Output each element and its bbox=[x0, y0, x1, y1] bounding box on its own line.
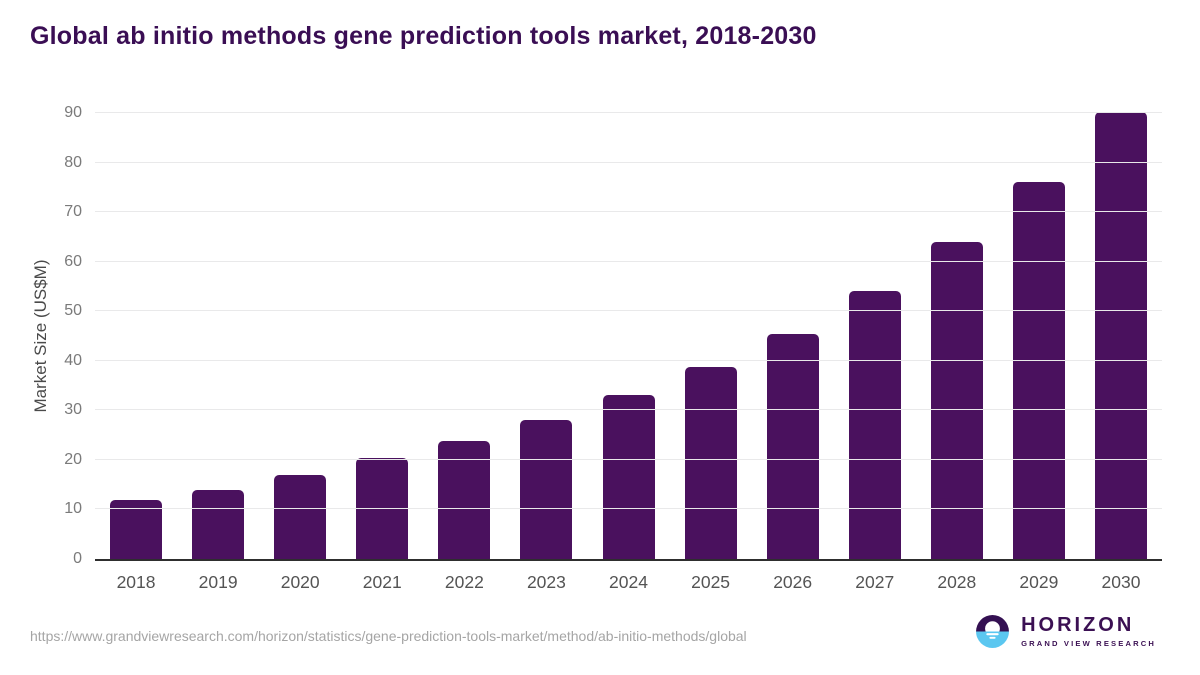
bar-2026[interactable] bbox=[766, 333, 819, 559]
bar-cell-2020 bbox=[259, 113, 341, 559]
bar-2023[interactable] bbox=[520, 420, 573, 559]
bar-cell-2018 bbox=[95, 113, 177, 559]
y-tick-label-20: 20 bbox=[64, 450, 82, 468]
bar-cell-2021 bbox=[341, 113, 423, 559]
y-tick-label-40: 40 bbox=[64, 351, 82, 369]
bar-2019[interactable] bbox=[192, 489, 245, 559]
gridline-50 bbox=[95, 310, 1162, 312]
source-url: https://www.grandviewresearch.com/horizo… bbox=[30, 628, 747, 644]
gridline-90 bbox=[95, 112, 1162, 113]
x-tick-label-2028: 2028 bbox=[937, 572, 977, 592]
y-tick-label-60: 60 bbox=[64, 252, 82, 270]
x-tick-label-2022: 2022 bbox=[444, 572, 484, 592]
logo-subtext: GRAND VIEW RESEARCH bbox=[1021, 639, 1156, 648]
logo-wordmark: HORIZON bbox=[1021, 614, 1135, 636]
bar-cell-2022 bbox=[423, 113, 505, 559]
chart-title: Global ab initio methods gene prediction… bbox=[30, 22, 817, 50]
gridline-30 bbox=[95, 409, 1162, 411]
bar-2028[interactable] bbox=[930, 242, 983, 559]
gridline-80 bbox=[95, 161, 1162, 163]
bar-2027[interactable] bbox=[848, 290, 901, 559]
y-tick-label-70: 70 bbox=[64, 203, 82, 221]
plot-area: 2018 2019 2020 2021 2022 2023 2024 2025 2026 2027… bbox=[64, 105, 1162, 592]
x-axis-line bbox=[95, 559, 1162, 561]
x-axis-labels: 2018 2019 2020 2021 2022 2023 2024 2025 2026 2027… bbox=[95, 572, 1162, 593]
x-tick-label-2018: 2018 bbox=[116, 572, 156, 592]
bar-cell-2019 bbox=[177, 113, 259, 559]
logo-text: HORIZON GRAND VIEW RESEARCH bbox=[1021, 615, 1156, 648]
y-tick-label-0: 0 bbox=[73, 550, 82, 567]
x-tick-label-2019: 2019 bbox=[198, 572, 238, 592]
bar-cell-2027 bbox=[834, 113, 916, 559]
x-tick-label-2030: 2030 bbox=[1101, 572, 1141, 592]
bar-2018[interactable] bbox=[110, 499, 163, 559]
x-tick-label-2021: 2021 bbox=[362, 572, 402, 592]
bar-2030[interactable] bbox=[1094, 111, 1147, 559]
bar-cell-2025 bbox=[670, 113, 752, 559]
y-tick-label-50: 50 bbox=[64, 302, 82, 320]
bar-cell-2029 bbox=[998, 113, 1080, 559]
bar-cell-2023 bbox=[505, 113, 587, 559]
gridline-40 bbox=[95, 359, 1162, 361]
bars-row bbox=[95, 111, 1162, 559]
y-axis-title: Market Size (US$M) bbox=[31, 259, 50, 413]
y-tick-label-90: 90 bbox=[64, 104, 82, 121]
y-tick-label-10: 10 bbox=[64, 500, 82, 518]
x-tick-label-2029: 2029 bbox=[1019, 572, 1059, 592]
bar-cell-2026 bbox=[752, 113, 834, 559]
gridline-70 bbox=[95, 211, 1162, 213]
bar-2020[interactable] bbox=[274, 474, 327, 559]
horizon-sun-icon bbox=[976, 615, 1010, 648]
x-tick-label-2027: 2027 bbox=[855, 572, 895, 592]
x-tick-label-2024: 2024 bbox=[609, 572, 648, 592]
bar-cell-2024 bbox=[587, 113, 669, 559]
bar-2022[interactable] bbox=[438, 440, 491, 559]
horizon-logo: HORIZON GRAND VIEW RESEARCH bbox=[974, 613, 1156, 650]
gridline-10 bbox=[95, 508, 1162, 510]
bar-2029[interactable] bbox=[1012, 182, 1065, 559]
x-tick-label-2025: 2025 bbox=[691, 572, 731, 592]
gridline-60 bbox=[95, 260, 1162, 262]
bar-2025[interactable] bbox=[684, 367, 737, 559]
bar-2024[interactable] bbox=[602, 394, 655, 559]
bar-cell-2030 bbox=[1080, 111, 1162, 559]
x-tick-label-2020: 2020 bbox=[280, 572, 320, 592]
bar-cell-2028 bbox=[916, 113, 998, 559]
y-tick-label-80: 80 bbox=[64, 153, 82, 171]
x-tick-label-2026: 2026 bbox=[773, 572, 813, 592]
x-tick-label-2023: 2023 bbox=[526, 572, 566, 592]
y-tick-label-30: 30 bbox=[64, 401, 82, 419]
gridline-20 bbox=[95, 458, 1162, 460]
